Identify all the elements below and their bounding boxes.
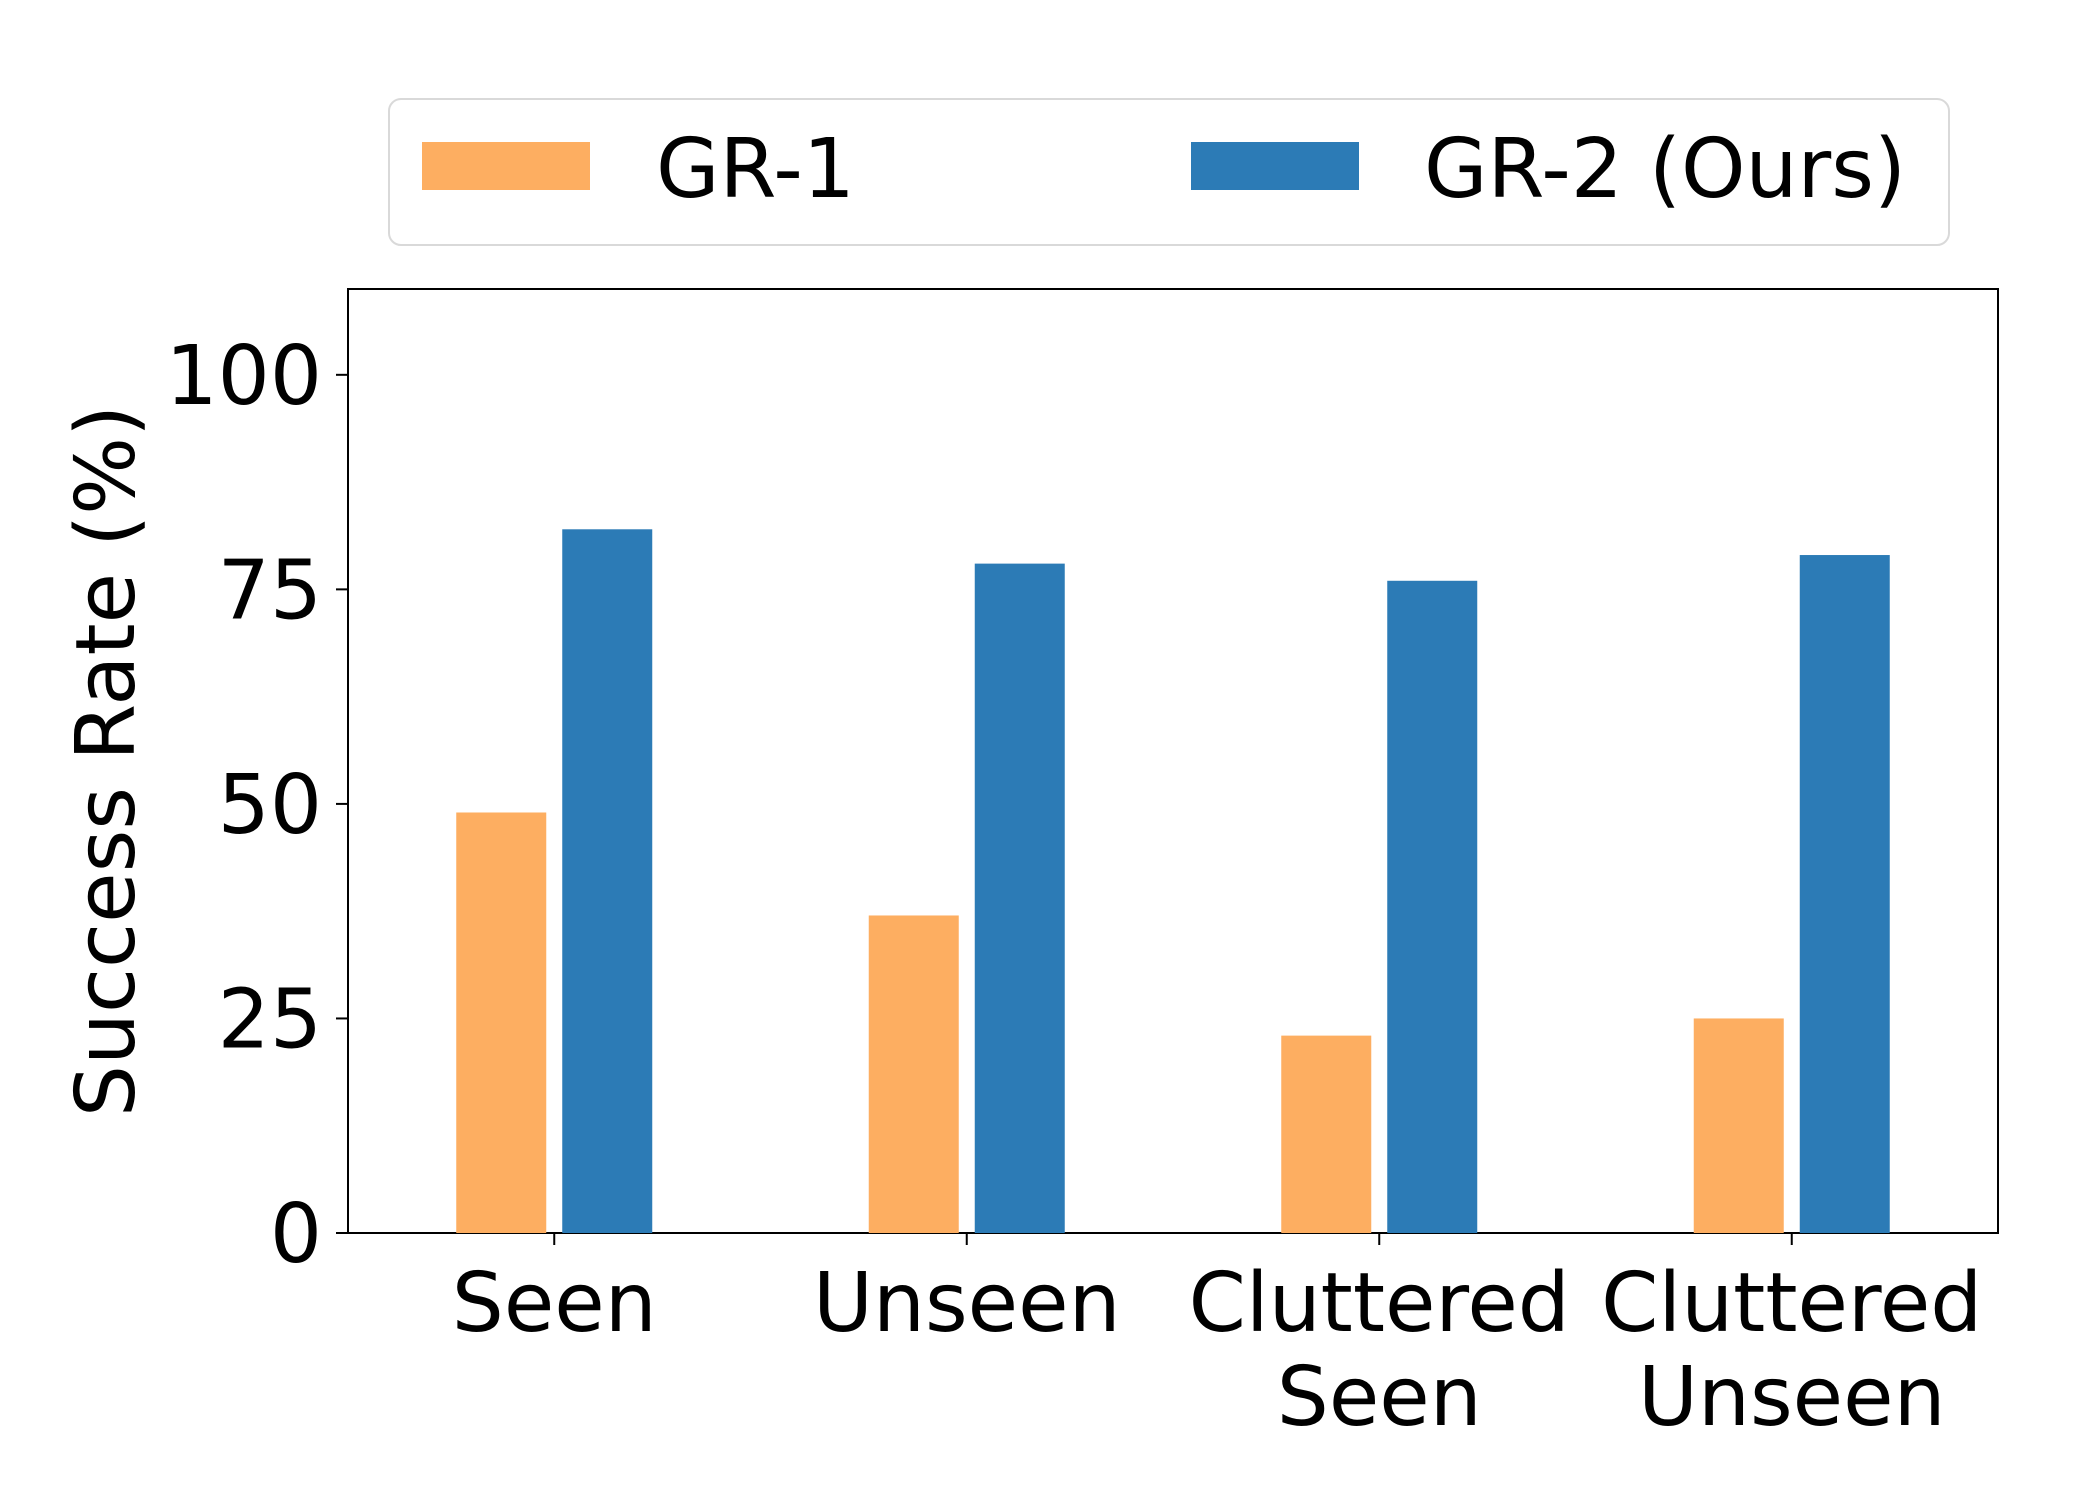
- bar-gr1-1: [868, 915, 959, 1233]
- x-tick-label: Seen: [452, 1256, 657, 1351]
- x-tick-label: Unseen: [813, 1256, 1121, 1351]
- y-tick-label: 25: [218, 972, 322, 1067]
- x-tick-label: Seen: [1277, 1350, 1482, 1445]
- bar-gr2-1: [974, 563, 1065, 1233]
- bar-gr1-2: [1281, 1035, 1372, 1233]
- bar-gr2-2: [1387, 580, 1478, 1233]
- y-axis-title: Success Rate (%): [59, 405, 154, 1117]
- plot-area: [347, 288, 1999, 1234]
- bars: [456, 529, 1890, 1233]
- bar-gr1-3: [1693, 1018, 1784, 1233]
- legend-swatch-gr1: [422, 142, 590, 190]
- legend-frame: [388, 98, 1950, 246]
- x-tick-label: Cluttered: [1601, 1256, 1982, 1351]
- y-tick-label: 100: [165, 329, 322, 424]
- y-tick-label: 75: [218, 543, 322, 638]
- legend-label-gr1: GR-1: [656, 122, 855, 217]
- y-tick-label: 0: [270, 1187, 322, 1282]
- legend: GR-1 GR-2 (Ours): [388, 98, 1950, 246]
- y-tick-label: 50: [218, 758, 322, 853]
- legend-label-gr2: GR-2 (Ours): [1424, 122, 1906, 217]
- legend-swatch-gr2: [1191, 142, 1359, 190]
- bar-gr2-3: [1799, 555, 1890, 1233]
- x-tick-label: Unseen: [1638, 1350, 1946, 1445]
- y-axis: 0 25 50 75 100: [165, 329, 348, 1282]
- plot-frame: [347, 288, 1999, 1234]
- x-tick-label: Cluttered: [1189, 1256, 1570, 1351]
- bar-gr2-0: [562, 529, 653, 1233]
- bar-gr1-0: [456, 812, 547, 1233]
